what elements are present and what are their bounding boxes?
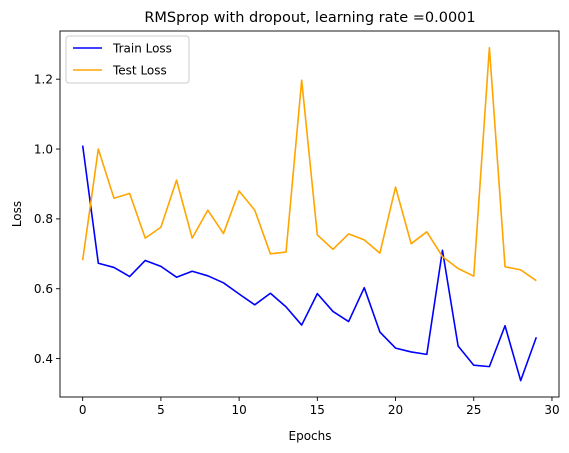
y-tick-label: 0.4 (34, 352, 53, 366)
legend-label-train-loss: Train Loss (112, 42, 172, 56)
y-axis-label: Loss (10, 201, 24, 227)
legend: Train Loss Test Loss (65, 35, 190, 84)
y-tick-label: 1.2 (34, 72, 53, 86)
y-tick-label: 0.8 (34, 212, 53, 226)
x-axis-label: Epochs (289, 429, 332, 443)
x-tick-label: 25 (466, 403, 481, 417)
plot-area (60, 31, 559, 397)
x-tick-label: 5 (157, 403, 165, 417)
series-line-test-loss (81, 46, 537, 282)
x-tick-label: 0 (79, 403, 87, 417)
x-tick-label: 20 (388, 403, 403, 417)
legend-label-test-loss: Test Loss (112, 64, 167, 78)
series-line-train-loss (81, 145, 538, 382)
x-tick-label: 30 (544, 403, 559, 417)
y-tick-label: 1.0 (34, 142, 53, 156)
chart-title: RMSprop with dropout, learning rate =0.0… (144, 10, 475, 26)
plot-frame (59, 30, 560, 398)
series-layer (81, 46, 538, 382)
x-tick-label: 10 (231, 403, 246, 417)
x-tick-label: 15 (310, 403, 325, 417)
axis-layer: 0 5 10 15 20 25 30 0.4 0.6 0.8 1.0 1.2 (34, 72, 560, 417)
y-tick-label: 0.6 (34, 282, 53, 296)
